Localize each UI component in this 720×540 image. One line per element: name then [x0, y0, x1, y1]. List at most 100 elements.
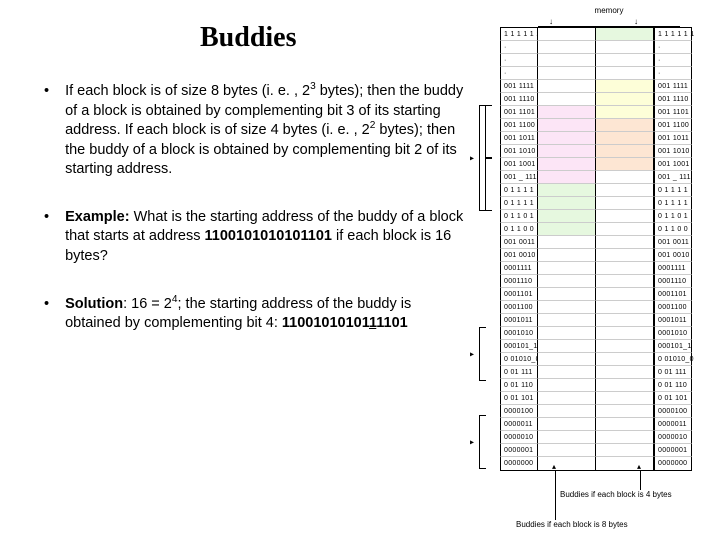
- memory-cell-right: [596, 340, 654, 353]
- addr-label-right: ·: [654, 67, 692, 80]
- addr-label-left: 001 0011: [500, 236, 538, 249]
- caption-4bytes: Buddies if each block is 4 bytes: [560, 490, 672, 499]
- bracket: [479, 327, 486, 381]
- addr-label-left: 001 1110: [500, 93, 538, 106]
- memory-cell-right: [596, 171, 654, 184]
- memory-cell-right: [596, 210, 654, 223]
- addr-label-right: 0 01 101: [654, 392, 692, 405]
- caption-pointer: [555, 470, 556, 520]
- bracket: [485, 105, 492, 159]
- addr-label-left: 0001100: [500, 301, 538, 314]
- memory-cell-right: [596, 366, 654, 379]
- arrow-down-icon: ↓: [634, 17, 638, 26]
- addr-label-left: 1 1 1 1 1 1: [500, 28, 538, 41]
- addr-label-left: 0000010: [500, 431, 538, 444]
- addr-label-right: 0 01 110: [654, 379, 692, 392]
- memory-cell-left: [538, 145, 596, 158]
- memory-cell-left: [538, 301, 596, 314]
- addr-label-left: 001 0010: [500, 249, 538, 262]
- memory-cell-right: [596, 67, 654, 80]
- memory-cell-right: [596, 249, 654, 262]
- addr-label-left: 0000001: [500, 444, 538, 457]
- memory-cell-left: [538, 210, 596, 223]
- memory-cell-right: [596, 288, 654, 301]
- memory-cell-left: [538, 236, 596, 249]
- memory-cell-right: [596, 457, 654, 470]
- addr-label-right: ·: [654, 41, 692, 54]
- memory-cell-right: [596, 236, 654, 249]
- memory-cell-left: [538, 379, 596, 392]
- addr-label-right: 0000011: [654, 418, 692, 431]
- slide-body: If each block is of size 8 bytes (i. e. …: [40, 82, 470, 362]
- addr-label-right: 0001010: [654, 327, 692, 340]
- addr-label-left: 0001010: [500, 327, 538, 340]
- addr-label-right: 0001100: [654, 301, 692, 314]
- memory-cell-left: [538, 184, 596, 197]
- memory-cell-right: [596, 444, 654, 457]
- memory-cell-left: [538, 288, 596, 301]
- memory-cell-left: [538, 353, 596, 366]
- memory-cell-right: [596, 405, 654, 418]
- addr-label-right: 001 1101: [654, 106, 692, 119]
- caption-pointer: [640, 470, 641, 490]
- memory-cell-right: [596, 145, 654, 158]
- memory-cell-right: [596, 184, 654, 197]
- addr-label-left: 0 01 110: [500, 379, 538, 392]
- addr-label-right: 001 0011: [654, 236, 692, 249]
- memory-cell-right: [596, 80, 654, 93]
- addr-label-right: 0001011: [654, 314, 692, 327]
- addr-label-left: 000101_1: [500, 340, 538, 353]
- memory-cell-left: [538, 314, 596, 327]
- memory-cell-right: [596, 353, 654, 366]
- addr-label-right: 0 1 1 1 1: [654, 184, 692, 197]
- addr-label-right: 001 1110: [654, 93, 692, 106]
- memory-cell-left: [538, 418, 596, 431]
- addr-label-right: 0000100: [654, 405, 692, 418]
- top-brace: ↓ ↓: [500, 17, 718, 27]
- memory-cell-left: [538, 262, 596, 275]
- addr-label-right: 1 1 1 1 1 1: [654, 28, 692, 41]
- block-col-left: [538, 27, 596, 471]
- memory-cell-right: [596, 262, 654, 275]
- addr-label-left: 0 01 111: [500, 366, 538, 379]
- caption-8bytes: Buddies if each block is 8 bytes: [516, 520, 628, 529]
- memory-cell-left: [538, 405, 596, 418]
- addr-label-left: 0001111: [500, 262, 538, 275]
- addr-label-left: 001 1101: [500, 106, 538, 119]
- memory-cell-left: [538, 158, 596, 171]
- block-col-right: [596, 27, 654, 471]
- memory-cell-right: [596, 418, 654, 431]
- memory-label: memory: [500, 6, 718, 15]
- addr-label-right: 0 1 1 0 1: [654, 210, 692, 223]
- memory-cell-right: [596, 119, 654, 132]
- bullet-3: Solution: 16 = 24; the starting address …: [40, 295, 470, 334]
- bullet-2-text: Example: What is the starting address of…: [65, 208, 470, 267]
- memory-cell-left: [538, 249, 596, 262]
- addr-label-right: 001 1111: [654, 80, 692, 93]
- bracket: [485, 157, 492, 211]
- addr-label-left: ·: [500, 54, 538, 67]
- addr-label-right: 0 01010_0: [654, 353, 692, 366]
- memory-cell-left: [538, 392, 596, 405]
- addr-label-right: ·: [654, 54, 692, 67]
- memory-cell-right: [596, 132, 654, 145]
- bracket: [479, 415, 486, 469]
- memory-table: 1 1 1 1 1 1···001 1111001 1110001 110100…: [500, 27, 718, 471]
- memory-cell-left: [538, 132, 596, 145]
- memory-cell-left: [538, 340, 596, 353]
- memory-cell-right: [596, 223, 654, 236]
- left-brackets: [479, 27, 499, 471]
- addr-label-right: 000101_1: [654, 340, 692, 353]
- memory-cell-right: [596, 392, 654, 405]
- memory-cell-right: [596, 431, 654, 444]
- bullet-2: Example: What is the starting address of…: [40, 208, 470, 267]
- memory-cell-right: [596, 275, 654, 288]
- memory-cell-left: [538, 327, 596, 340]
- addr-label-left: ·: [500, 67, 538, 80]
- addr-label-left: 0 01 101: [500, 392, 538, 405]
- bullet-3-text: Solution: 16 = 24; the starting address …: [65, 295, 470, 334]
- addr-label-left: 0 1 1 1 1: [500, 197, 538, 210]
- addr-label-left: 0001011: [500, 314, 538, 327]
- memory-cell-left: [538, 80, 596, 93]
- arrow-down-icon: ↓: [549, 17, 553, 26]
